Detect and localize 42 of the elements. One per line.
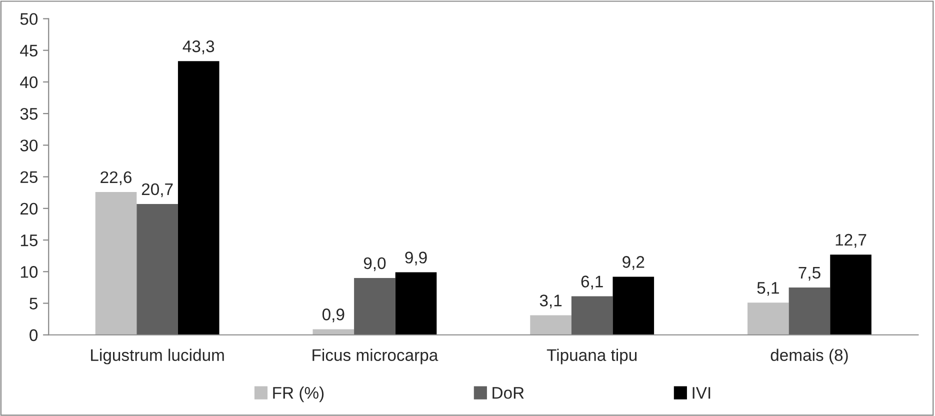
x-tick-label: Tipuana tipu	[546, 348, 637, 364]
y-tick-label: 45	[20, 44, 38, 57]
bar	[95, 192, 137, 335]
data-label: 20,7	[142, 183, 173, 198]
y-tick-label: 15	[20, 234, 38, 246]
data-label: 9,9	[405, 252, 427, 266]
bar	[571, 296, 613, 335]
data-label: 7,5	[798, 266, 820, 281]
y-tick-label: 25	[20, 171, 38, 184]
bar	[748, 302, 789, 335]
x-tick-label: demais (8)	[770, 348, 848, 364]
bar	[788, 287, 830, 335]
legend-label: FR (%)	[273, 386, 324, 402]
bar	[612, 276, 654, 335]
data-label: 43,3	[182, 40, 214, 54]
data-label: 9,2	[622, 256, 644, 270]
data-label: 9,0	[364, 257, 386, 272]
y-tick-label: 50	[20, 13, 38, 25]
y-tick-label: 20	[20, 202, 38, 215]
x-tick-label: Ligustrum lucidum	[91, 348, 224, 364]
bar	[178, 61, 220, 335]
y-tick-label: 35	[20, 108, 38, 120]
bar	[530, 315, 572, 335]
data-label: 0,9	[322, 308, 344, 322]
y-tick-label: 30	[20, 140, 38, 152]
bar	[830, 254, 872, 335]
bar	[354, 278, 396, 335]
data-label: 5,1	[757, 282, 779, 296]
legend-label: IVI	[692, 387, 710, 399]
data-label: 22,6	[100, 171, 132, 186]
bar	[395, 272, 437, 335]
y-tick-label: 0	[30, 329, 38, 342]
bar	[136, 204, 178, 335]
data-label: 12,7	[836, 234, 866, 248]
y-tick-label: 40	[20, 76, 38, 88]
data-label: 6,1	[581, 276, 603, 290]
y-tick-label: 5	[30, 298, 38, 310]
bar	[312, 329, 354, 335]
data-label: 3,1	[540, 294, 562, 308]
x-tick-label: Ficus microcarpa	[312, 348, 438, 364]
legend-label: DoR	[492, 387, 524, 399]
y-tick-label: 10	[20, 266, 38, 278]
